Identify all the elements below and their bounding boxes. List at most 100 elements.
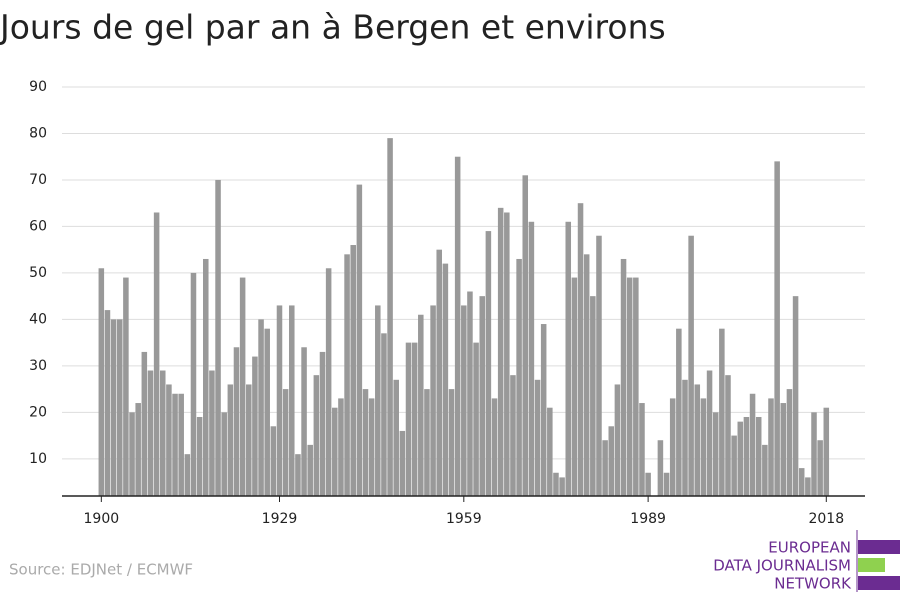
bar	[749, 393, 756, 496]
bar	[485, 231, 492, 497]
bar	[559, 477, 565, 496]
bar	[811, 412, 817, 496]
bar	[774, 161, 780, 496]
bar	[196, 416, 203, 496]
bar	[645, 472, 651, 496]
bar	[104, 310, 111, 496]
bar	[719, 328, 725, 496]
bar	[676, 328, 682, 496]
bar	[381, 333, 387, 496]
bar	[823, 407, 830, 496]
bar	[203, 258, 209, 496]
bar	[540, 324, 547, 496]
bar	[289, 305, 295, 496]
bar	[534, 379, 541, 496]
bar	[313, 375, 320, 496]
bar	[602, 440, 608, 496]
bar	[166, 384, 172, 496]
bar	[805, 477, 811, 496]
bar	[295, 454, 301, 496]
logo: EUROPEAN DATA JOURNALISM NETWORK	[713, 530, 900, 593]
bar	[325, 268, 332, 496]
bar	[135, 403, 141, 496]
bar	[454, 156, 461, 496]
bar	[792, 296, 799, 496]
bar	[743, 416, 750, 496]
logo-text: EUROPEAN	[768, 539, 851, 557]
bar	[368, 398, 375, 496]
bar	[172, 393, 178, 496]
bar	[356, 184, 363, 496]
bar	[516, 258, 522, 496]
bar	[682, 379, 688, 496]
bar	[461, 305, 467, 496]
bar	[282, 389, 289, 496]
logo-text: DATA JOURNALISM	[713, 557, 851, 575]
bar	[399, 430, 406, 496]
bar	[190, 272, 197, 496]
bar	[252, 356, 258, 496]
bar	[817, 440, 823, 496]
bar	[448, 389, 455, 496]
logo-bar	[858, 558, 885, 572]
x-tick-label: 2018	[808, 511, 844, 527]
bar	[405, 342, 412, 496]
bar	[620, 258, 627, 496]
bar	[565, 221, 572, 496]
bar	[762, 444, 768, 496]
x-tick-label: 1900	[84, 511, 120, 527]
bar	[344, 254, 350, 496]
bar	[319, 351, 326, 496]
bar	[332, 407, 338, 496]
bar	[418, 314, 424, 496]
bar	[712, 412, 719, 496]
bar	[497, 207, 504, 496]
y-tick-label: 70	[29, 172, 47, 188]
bar	[436, 249, 442, 496]
y-tick-label: 10	[29, 451, 47, 467]
bar	[706, 370, 713, 496]
bar	[700, 398, 707, 496]
bar	[467, 291, 473, 496]
bar	[583, 254, 590, 496]
bar	[694, 384, 701, 496]
bar	[786, 389, 793, 496]
bar	[577, 203, 584, 496]
bar	[338, 398, 344, 496]
y-tick-label: 40	[29, 311, 47, 327]
y-tick-label: 60	[29, 218, 47, 234]
logo-bar	[858, 576, 900, 590]
bar	[350, 245, 356, 496]
bar	[590, 296, 596, 496]
bar	[221, 412, 227, 496]
bar	[387, 138, 393, 496]
bar	[768, 398, 774, 496]
bar	[393, 379, 399, 496]
bar	[755, 416, 762, 496]
bar	[798, 468, 805, 496]
bar	[688, 235, 694, 496]
bar	[633, 277, 639, 496]
bar	[626, 277, 633, 496]
bar	[301, 347, 307, 496]
y-tick-label: 20	[29, 404, 47, 420]
bar	[596, 235, 602, 496]
bar	[264, 328, 270, 496]
bar	[424, 389, 430, 496]
bar	[657, 440, 664, 496]
bar	[233, 347, 240, 496]
bar	[362, 389, 369, 496]
bar	[123, 277, 129, 496]
bar	[411, 342, 418, 496]
logo-bar	[858, 540, 900, 554]
x-tick-label: 1929	[262, 511, 298, 527]
bar	[780, 403, 787, 496]
bar	[479, 296, 486, 496]
bar	[270, 426, 277, 496]
bar	[522, 175, 529, 496]
x-tick-label: 1959	[446, 511, 482, 527]
bar	[375, 305, 381, 496]
bar	[737, 421, 744, 496]
chart-title: Jours de gel par an à Bergen et environs	[0, 8, 666, 47]
